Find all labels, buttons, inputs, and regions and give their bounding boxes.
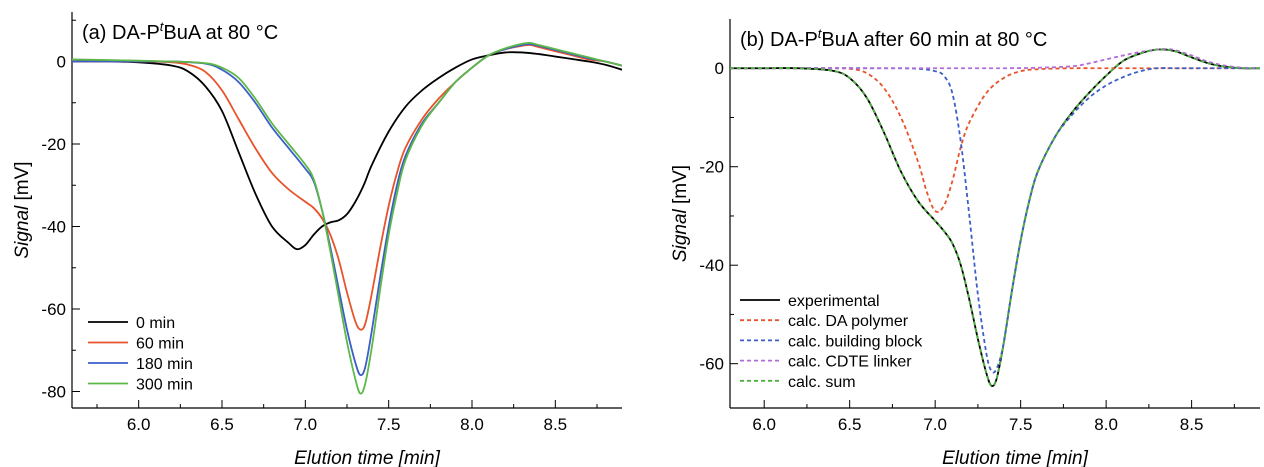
x-tick-label: 8.5 [544, 415, 568, 434]
series-line-60-min [72, 44, 622, 331]
chart-panel-a: 0 -20 -40 -60 -80 6.0 6.5 7.0 7.5 8.0 8.5 Elution t… [12, 12, 622, 467]
series-line-calc-sum [730, 48, 1260, 387]
legend-label: calc. CDTE linker [788, 354, 912, 371]
x-axis-label: Elution time [min] [942, 448, 1088, 467]
y-tick-label: -60 [41, 300, 66, 319]
y-tick-label: -80 [41, 383, 66, 402]
x-tick-label: 8.0 [1094, 415, 1118, 434]
series-line-180-min [72, 43, 622, 377]
legend-label: 0 min [136, 315, 175, 332]
legend-label: calc. sum [788, 374, 856, 391]
series-group [72, 41, 622, 395]
chart-panel-b: 0 -20 -40 -60 6.0 6.5 7.0 7.5 8.0 8.5 Elution time… [670, 19, 1260, 467]
y-tick-label: -40 [41, 218, 66, 237]
y-tick-label: -20 [699, 158, 724, 177]
series-line-calc-da-polymer [730, 67, 1260, 213]
x-axis-label: Elution time [min] [294, 448, 440, 467]
series-line-calc-cdte-linker [730, 48, 1260, 70]
x-tick-label: 7.5 [377, 415, 401, 434]
y-axis-label: Signal [mV] [12, 161, 33, 258]
y-tick-label: 0 [715, 59, 724, 78]
panel-title: (b) DA-PtBuA after 60 min at 80 °C [740, 26, 1047, 51]
y-tick-label: 0 [57, 53, 66, 72]
y-tick-label: -20 [41, 135, 66, 154]
legend-label: 300 min [136, 377, 193, 394]
legend-label: calc. DA polymer [788, 313, 909, 330]
x-tick-label: 7.5 [1009, 415, 1033, 434]
x-tick-label: 8.0 [460, 415, 484, 434]
legend-label: experimental [788, 293, 880, 310]
y-tick-label: -40 [699, 256, 724, 275]
legend-label: calc. building block [788, 333, 923, 350]
x-tick-label: 7.0 [923, 415, 947, 434]
series-group [730, 48, 1260, 387]
series-line-300-min [72, 41, 622, 395]
legend-label: 180 min [136, 356, 193, 373]
x-tick-label: 6.0 [752, 415, 776, 434]
legend-label: 60 min [136, 336, 184, 353]
x-tick-label: 8.5 [1180, 415, 1204, 434]
y-tick-label: -60 [699, 355, 724, 374]
y-axis-label: Signal [mV] [670, 165, 691, 262]
x-tick-label: 6.0 [127, 415, 151, 434]
series-line-0-min [72, 51, 622, 251]
x-tick-label: 6.5 [210, 415, 234, 434]
panel-title: (a) DA-PtBuA at 80 °C [82, 19, 278, 44]
x-tick-label: 7.0 [294, 415, 318, 434]
x-tick-label: 6.5 [838, 415, 862, 434]
